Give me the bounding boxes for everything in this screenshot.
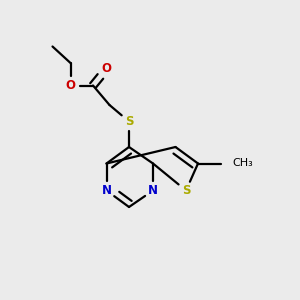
Text: O: O (101, 62, 112, 76)
Text: CH₃: CH₃ (232, 158, 253, 169)
Text: N: N (148, 184, 158, 197)
Text: S: S (182, 184, 190, 197)
Text: O: O (65, 79, 76, 92)
Text: S: S (125, 115, 133, 128)
Text: N: N (101, 184, 112, 197)
